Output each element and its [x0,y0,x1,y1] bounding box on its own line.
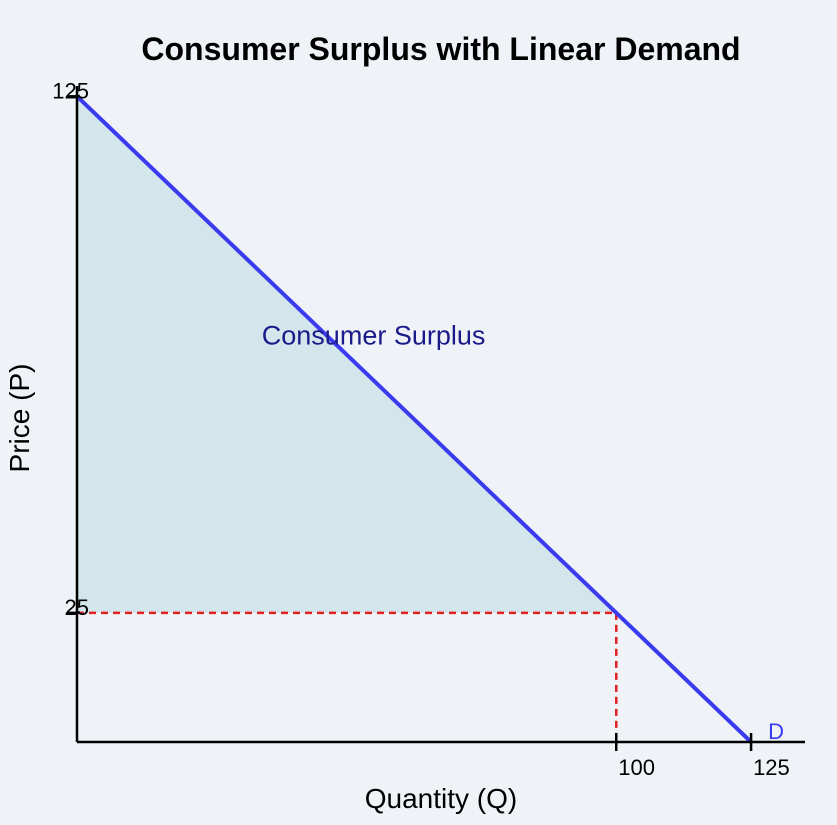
x-tick-label: 125 [753,755,790,780]
demand-curve-label: D [768,719,784,744]
demand-curve [75,94,754,744]
y-tick-label: 25 [65,595,89,620]
y-axis-label: Price (P) [4,364,35,473]
consumer-surplus-label: Consumer Surplus [262,320,486,350]
x-tick-label: 100 [618,755,655,780]
chart-title: Consumer Surplus with Linear Demand [141,31,740,67]
y-tick-label: 125 [52,78,89,103]
plot-area: 100 125 25 125 Consumer Surplus D [52,78,805,780]
x-axis-label: Quantity (Q) [365,783,517,814]
